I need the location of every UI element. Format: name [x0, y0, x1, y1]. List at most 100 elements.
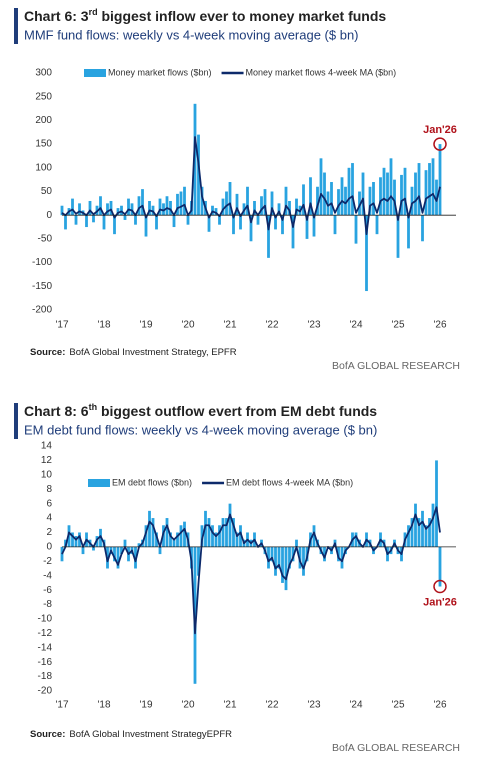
- bar: [211, 205, 214, 216]
- title-part: Chart 8: 6: [24, 403, 89, 419]
- y-tick-label: 300: [35, 68, 52, 79]
- bar: [368, 186, 372, 216]
- legend-label: EM debt flows ($bn): [112, 477, 192, 487]
- bar: [438, 546, 442, 587]
- bar: [316, 186, 319, 216]
- bar: [417, 163, 421, 216]
- bar: [281, 215, 284, 235]
- annotation-circle: [433, 579, 447, 594]
- x-tick-label: '18: [97, 700, 110, 711]
- x-tick-label: '17: [55, 320, 68, 331]
- bar: [130, 203, 134, 216]
- bar: [165, 518, 169, 547]
- chart-subtitle: MMF fund flows: weekly vs 4-week moving …: [24, 27, 359, 42]
- y-tick-label: 0: [46, 542, 52, 553]
- bar: [295, 198, 298, 216]
- bar: [214, 532, 218, 547]
- bar: [354, 215, 358, 244]
- bar: [221, 198, 225, 216]
- ma-line: [61, 506, 441, 635]
- y-tick-label: 50: [41, 186, 53, 197]
- bar: [365, 215, 368, 292]
- bar: [127, 198, 130, 216]
- y-tick-label: 0: [46, 210, 52, 221]
- legend-label: Money market flows 4-week MA ($bn): [246, 67, 397, 77]
- bar: [144, 215, 148, 237]
- x-tick-label: '24: [349, 700, 362, 711]
- y-tick-label: -2: [43, 556, 52, 567]
- bar: [344, 186, 347, 216]
- bar: [284, 186, 288, 216]
- bar: [169, 200, 172, 216]
- x-tick-label: '18: [97, 320, 110, 331]
- bar: [116, 546, 120, 569]
- x-tick-label: '22: [265, 320, 278, 331]
- y-tick-label: 8: [46, 484, 52, 495]
- x-tick-label: '26: [433, 320, 446, 331]
- bar: [148, 510, 151, 547]
- bar: [403, 167, 407, 216]
- bar: [431, 503, 435, 547]
- bar: [239, 525, 242, 547]
- bar: [414, 172, 417, 216]
- bar: [60, 205, 64, 216]
- title-part: th: [89, 402, 98, 412]
- bar: [323, 172, 326, 216]
- bar: [218, 215, 221, 225]
- bar: [281, 546, 284, 583]
- bar: [361, 172, 365, 216]
- bar: [92, 215, 95, 223]
- bar: [214, 208, 218, 216]
- bar: [340, 546, 344, 569]
- bar: [421, 510, 424, 547]
- bar: [151, 518, 155, 547]
- bar: [232, 215, 235, 235]
- y-tick-label: 14: [41, 441, 53, 452]
- bar: [172, 539, 176, 547]
- bar: [396, 215, 400, 258]
- bar: [120, 546, 123, 555]
- bar: [162, 203, 165, 216]
- bar: [85, 215, 88, 228]
- bar: [225, 191, 228, 216]
- bar: [78, 203, 81, 216]
- bar: [424, 525, 428, 547]
- y-tick-label: 250: [35, 91, 52, 102]
- bar: [407, 215, 410, 249]
- bar: [428, 163, 431, 216]
- bar: [421, 215, 424, 242]
- bar: [137, 196, 141, 216]
- bar: [351, 163, 354, 216]
- legend-swatch: [88, 479, 110, 487]
- source: Source: BofA Global Investment StrategyEP…: [30, 729, 232, 740]
- bar: [319, 158, 323, 216]
- bar: [291, 546, 295, 562]
- bar: [235, 193, 239, 216]
- chart-title: Chart 8: 6th biggest outflow evert from …: [24, 402, 377, 418]
- bar: [186, 215, 190, 225]
- y-tick-label: -10: [38, 614, 53, 625]
- bar: [123, 215, 127, 220]
- bar: [270, 546, 274, 562]
- bar: [410, 518, 414, 547]
- bar: [64, 215, 67, 230]
- bar: [428, 518, 431, 547]
- bar: [88, 200, 92, 216]
- bar: [274, 546, 277, 576]
- bar: [165, 196, 169, 216]
- bar: [141, 189, 144, 216]
- y-tick-label: -150: [32, 281, 52, 292]
- annotation: Jan'26: [423, 124, 457, 136]
- bar: [389, 158, 393, 216]
- x-tick-label: '26: [433, 700, 446, 711]
- y-tick-label: -100: [32, 257, 52, 268]
- bar: [288, 546, 291, 569]
- bar: [169, 532, 172, 547]
- bar: [270, 191, 274, 216]
- bar: [291, 215, 295, 249]
- bar: [197, 546, 200, 576]
- bar: [284, 546, 288, 591]
- bar: [228, 182, 232, 216]
- bar: [106, 203, 109, 216]
